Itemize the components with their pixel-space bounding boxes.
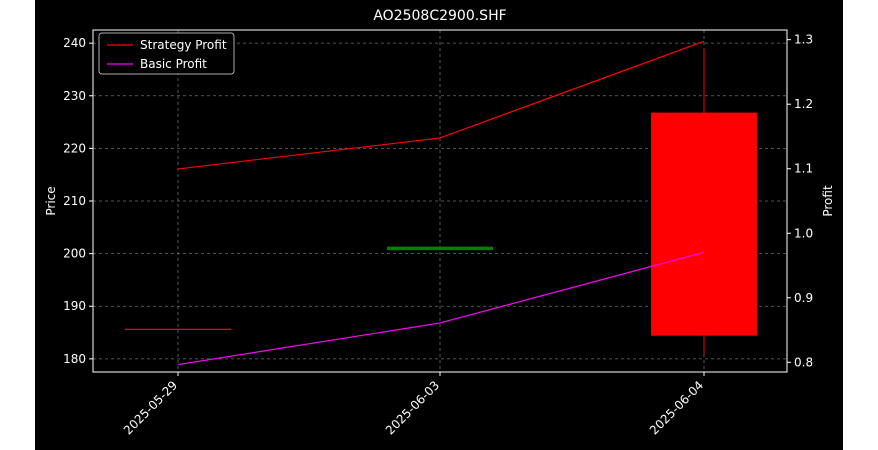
y-left-tick-label: 220 — [63, 141, 86, 155]
y-left-tick-label: 180 — [63, 352, 86, 366]
y-left-tick-label: 210 — [63, 194, 86, 208]
y-axis-left-label: Price — [44, 186, 58, 215]
series-line — [177, 251, 705, 366]
y-right-tick-label: 1.3 — [794, 33, 813, 47]
y-right-tick-label: 1.2 — [794, 97, 813, 111]
y-left-tick-label: 190 — [63, 299, 86, 313]
y-right-tick-label: 0.8 — [794, 355, 813, 369]
x-tick-label: 2025-05-29 — [121, 378, 180, 437]
y-right-tick-label: 1.0 — [794, 226, 813, 240]
series-line — [177, 40, 705, 170]
legend-entry: Strategy Profit — [140, 38, 227, 52]
y-left-tick-label: 230 — [63, 89, 86, 103]
y-right-tick-label: 1.1 — [794, 162, 813, 176]
y-right-tick-label: 0.9 — [794, 291, 813, 305]
candle-body — [651, 112, 757, 336]
y-left-tick-label: 200 — [63, 247, 86, 261]
chart-title: AO2508C2900.SHF — [373, 8, 506, 24]
y-axis-right-label: Profit — [821, 185, 835, 217]
y-left-tick-label: 240 — [63, 36, 86, 50]
legend: Strategy Profit Basic Profit — [98, 32, 235, 75]
legend-entry: Basic Profit — [140, 57, 207, 71]
profit-lines — [177, 40, 705, 366]
x-tick-label: 2025-06-03 — [383, 378, 442, 437]
x-tick-label: 2025-06-04 — [647, 378, 706, 437]
candles — [125, 48, 757, 354]
